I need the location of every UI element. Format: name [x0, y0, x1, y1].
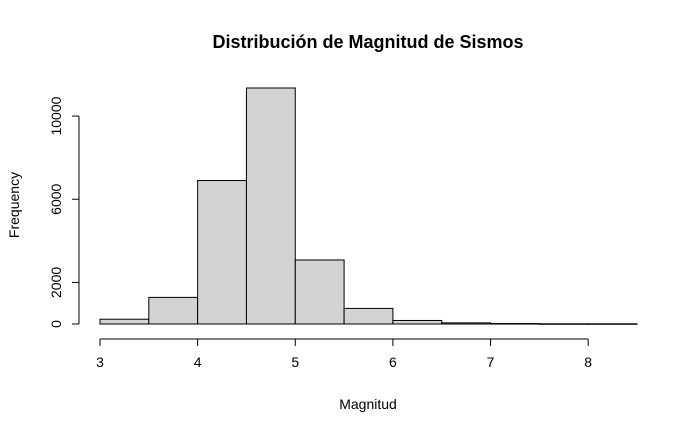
bar — [197, 180, 247, 325]
bar — [99, 318, 150, 325]
x-tick-label: 5 — [291, 354, 299, 370]
x-tick-label: 8 — [584, 354, 592, 370]
bar — [294, 259, 345, 325]
y-tick-label: 10000 — [48, 96, 64, 135]
y-axis-label: Frequency — [6, 172, 22, 238]
x-tick-label: 7 — [487, 354, 495, 370]
bar — [245, 87, 296, 325]
bar — [148, 296, 199, 325]
x-axis-label: Magnitud — [339, 396, 397, 412]
y-tick-label: 6000 — [48, 183, 64, 214]
y-tick-label: 2000 — [48, 267, 64, 298]
bar — [343, 307, 394, 325]
x-axis: 3 4 5 6 7 8 — [96, 338, 592, 370]
x-tick-label: 6 — [389, 354, 397, 370]
y-tick-label: 0 — [48, 320, 64, 328]
y-axis: 0 2000 6000 10000 — [48, 96, 80, 328]
bar — [392, 319, 443, 325]
x-tick-label: 4 — [194, 354, 202, 370]
bars-group — [99, 87, 638, 325]
x-tick-label: 3 — [96, 354, 104, 370]
chart-title: Distribución de Magnitud de Sismos — [212, 32, 523, 52]
